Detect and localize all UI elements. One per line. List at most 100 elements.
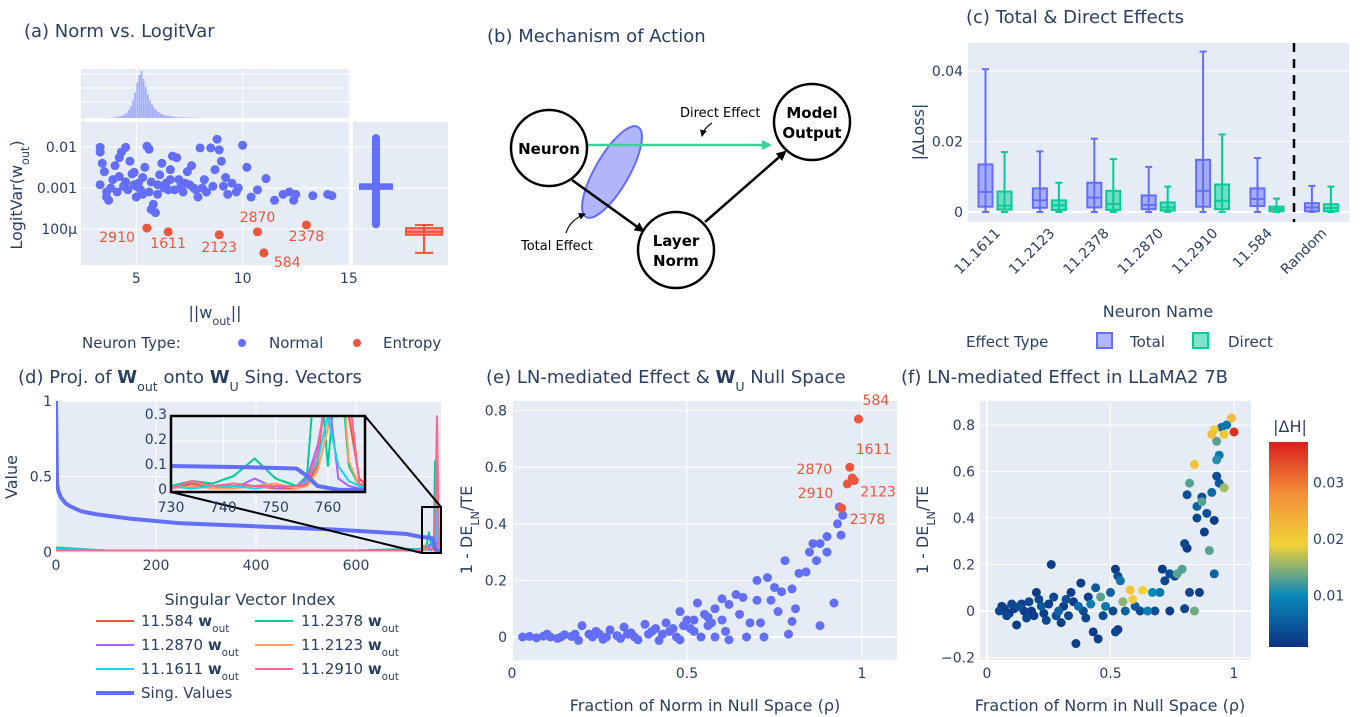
y-axis-title: Value: [2, 455, 21, 499]
model-output-label-2: Output: [782, 124, 841, 142]
scatter-point: [1150, 606, 1160, 616]
legend-title: Effect Type: [966, 333, 1048, 351]
scatter-point: [1039, 608, 1049, 618]
normal-point: [640, 619, 650, 629]
legend-label-direct: Direct: [1228, 333, 1273, 351]
normal-point: [199, 175, 209, 185]
normal-point: [588, 632, 597, 642]
x-tick-label: 600: [343, 558, 370, 574]
histogram-bar: [170, 116, 173, 118]
legend-label: 11.584 wout: [141, 612, 229, 635]
box-total: [977, 68, 994, 213]
y-tick-label: 0.8: [485, 404, 507, 420]
scatter-point: [1212, 436, 1222, 446]
normal-point: [752, 575, 762, 585]
panel-a-chart: (a) Norm vs. LogitVar 5 10 15 0.01 0.001 100µ 2…: [7, 21, 448, 352]
normal-point: [619, 622, 629, 632]
marginal-box-entropy: [405, 223, 443, 254]
inset-x-tick-label: 760: [315, 500, 342, 516]
y-tick-label: −0.2: [941, 651, 975, 667]
normal-point: [717, 615, 727, 625]
colorbar: |ΔH| 0.03 0.02 0.01: [1269, 417, 1344, 647]
scatter-point: [1093, 634, 1103, 644]
neuron-to-layernorm-arrow: [571, 178, 645, 233]
subscript: LN: [925, 511, 938, 526]
entropy-point: [142, 223, 152, 233]
subscript: out: [212, 623, 229, 635]
scatter-point: [1165, 569, 1175, 579]
histogram-bar: [115, 117, 117, 118]
inset-y-tick-label: 0.1: [145, 457, 167, 473]
normal-point: [129, 167, 139, 177]
scatter-point: [1192, 513, 1202, 523]
scatter-point: [1002, 611, 1012, 621]
box-body: [1140, 194, 1157, 211]
normal-point: [721, 626, 730, 636]
histogram-bar: [180, 117, 183, 118]
inset-x-tick-label: 740: [210, 500, 237, 516]
histogram-bar: [151, 104, 154, 118]
normal-point: [693, 598, 702, 608]
normal-point: [95, 147, 105, 157]
scatter-point: [1177, 564, 1187, 574]
entropy-point-label: 2123: [201, 240, 237, 256]
normal-point: [308, 191, 318, 201]
singular-values-line: [56, 401, 441, 553]
normal-point: [689, 615, 699, 625]
normal-point: [759, 632, 769, 642]
scatter-point: [1096, 592, 1106, 602]
box-body: [977, 163, 994, 208]
box-total: [1086, 137, 1103, 213]
scatter-point: [1219, 429, 1229, 439]
histogram-bar: [119, 116, 122, 118]
total-effect-label: Total Effect: [520, 239, 593, 254]
legend-label: 11.2910 wout: [301, 660, 399, 683]
normal-point: [822, 532, 832, 542]
x-axis-title: Neuron Name: [1103, 302, 1213, 321]
scatter-point: [1071, 639, 1081, 649]
scatter-point: [1185, 587, 1195, 597]
panel-e-chart: (e) LN-mediated Effect & WU Null Space 0 0…: [457, 367, 897, 715]
inset-lines: [171, 416, 365, 492]
histogram-bar: [134, 92, 136, 118]
histogram-bar: [136, 82, 139, 118]
scatter-point: [1189, 606, 1199, 616]
scatter-point: [1222, 420, 1232, 430]
scatter-point: [1024, 597, 1034, 607]
scatter-point: [1086, 599, 1096, 609]
scatter-point: [1110, 627, 1120, 637]
x-axis-title: ||wout||: [189, 303, 242, 328]
entropy-point: [854, 414, 863, 424]
entropy-point: [837, 503, 847, 513]
entropy-point: [845, 462, 855, 472]
zoom-connector: [170, 491, 423, 554]
scatter-point: [1110, 564, 1120, 574]
normal-point: [556, 632, 566, 642]
histogram-bar: [178, 117, 181, 118]
model-output-node: [772, 82, 852, 162]
scatter-point: [1054, 606, 1064, 616]
panel-b-title: (b) Mechanism of Action: [487, 26, 706, 47]
normal-point: [193, 192, 203, 202]
histogram-bar: [163, 115, 166, 118]
normal-point: [822, 547, 832, 557]
y-axis-title: 1 - DELN/TE: [457, 486, 482, 574]
scatter-point: [1204, 546, 1214, 556]
y-tick-label: 0.01: [46, 140, 77, 156]
entropy-point-label: 584: [274, 255, 301, 271]
colorbar-tick-label: 0.01: [1313, 589, 1344, 605]
normal-point: [270, 195, 280, 205]
normal-point: [836, 530, 846, 540]
normal-point: [838, 510, 848, 520]
scatter-point: [1061, 594, 1071, 604]
normal-point: [102, 192, 112, 202]
scatter-point: [1189, 460, 1199, 470]
scatter-point: [1022, 613, 1032, 623]
normal-point: [672, 632, 681, 642]
scatter-point: [1049, 592, 1059, 602]
scatter-point: [1098, 611, 1108, 621]
x-tick-label: 0.5: [676, 666, 698, 682]
x-tick-label: 0: [508, 666, 517, 682]
colorbar-title: |ΔH|: [1273, 417, 1307, 436]
normal-point: [542, 629, 552, 639]
